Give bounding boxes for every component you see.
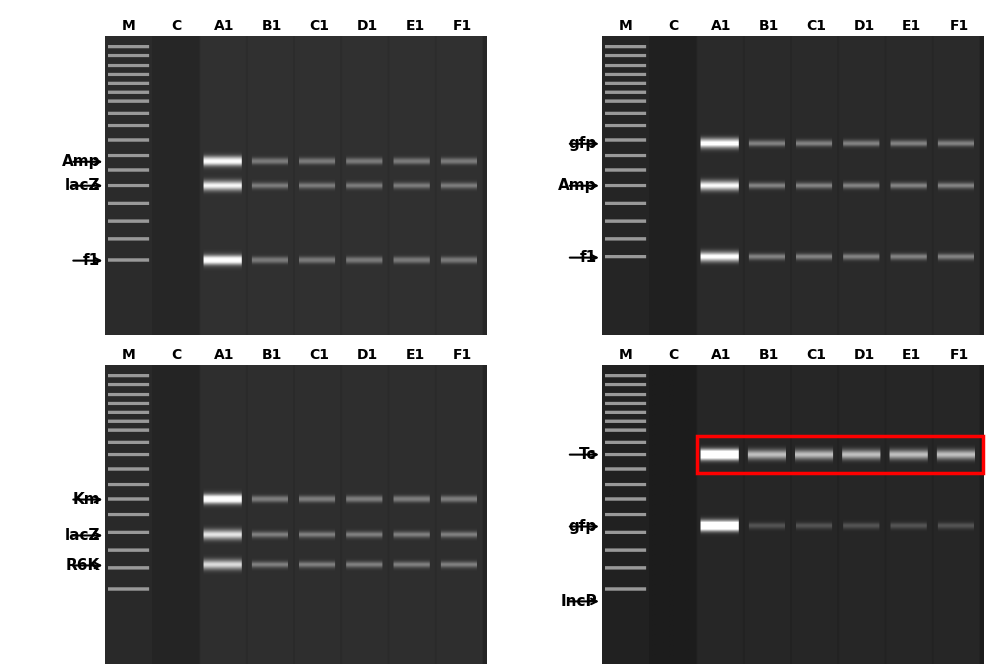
Text: R6K: R6K <box>67 558 100 573</box>
Text: F1: F1 <box>453 19 473 33</box>
Text: A1: A1 <box>711 348 731 362</box>
Text: A1: A1 <box>711 19 731 33</box>
Text: lacZ: lacZ <box>65 528 100 543</box>
Text: B1: B1 <box>759 348 779 362</box>
Text: gfp: gfp <box>569 519 597 534</box>
Text: E1: E1 <box>902 19 922 33</box>
Text: B1: B1 <box>262 19 282 33</box>
Text: f1: f1 <box>83 253 100 268</box>
Text: D1: D1 <box>356 19 378 33</box>
Text: B1: B1 <box>262 348 282 362</box>
Text: F1: F1 <box>949 19 969 33</box>
Text: Tc: Tc <box>579 447 597 462</box>
Text: C: C <box>172 19 182 33</box>
Text: A1: A1 <box>214 348 234 362</box>
Text: C1: C1 <box>806 348 826 362</box>
Text: E1: E1 <box>405 348 425 362</box>
Text: IncP: IncP <box>560 594 597 609</box>
Text: f1: f1 <box>580 250 597 265</box>
Text: C: C <box>668 348 678 362</box>
Bar <box>697 436 983 474</box>
Text: gfp: gfp <box>569 136 597 151</box>
Text: M: M <box>122 19 136 33</box>
Text: D1: D1 <box>356 348 378 362</box>
Text: C1: C1 <box>310 348 330 362</box>
Text: F1: F1 <box>453 348 473 362</box>
Text: A1: A1 <box>214 19 234 33</box>
Text: Amp: Amp <box>62 154 100 169</box>
Text: C: C <box>172 348 182 362</box>
Text: E1: E1 <box>405 19 425 33</box>
Text: C1: C1 <box>310 19 330 33</box>
Text: E1: E1 <box>902 348 922 362</box>
Text: lacZ: lacZ <box>65 178 100 193</box>
Text: F1: F1 <box>949 348 969 362</box>
Text: M: M <box>619 19 633 33</box>
Text: M: M <box>619 348 633 362</box>
Text: C: C <box>668 19 678 33</box>
Text: D1: D1 <box>853 19 875 33</box>
Text: C1: C1 <box>806 19 826 33</box>
Text: Km: Km <box>72 492 100 507</box>
Text: M: M <box>122 348 136 362</box>
Text: D1: D1 <box>853 348 875 362</box>
Text: B1: B1 <box>759 19 779 33</box>
Text: Amp: Amp <box>558 178 597 193</box>
